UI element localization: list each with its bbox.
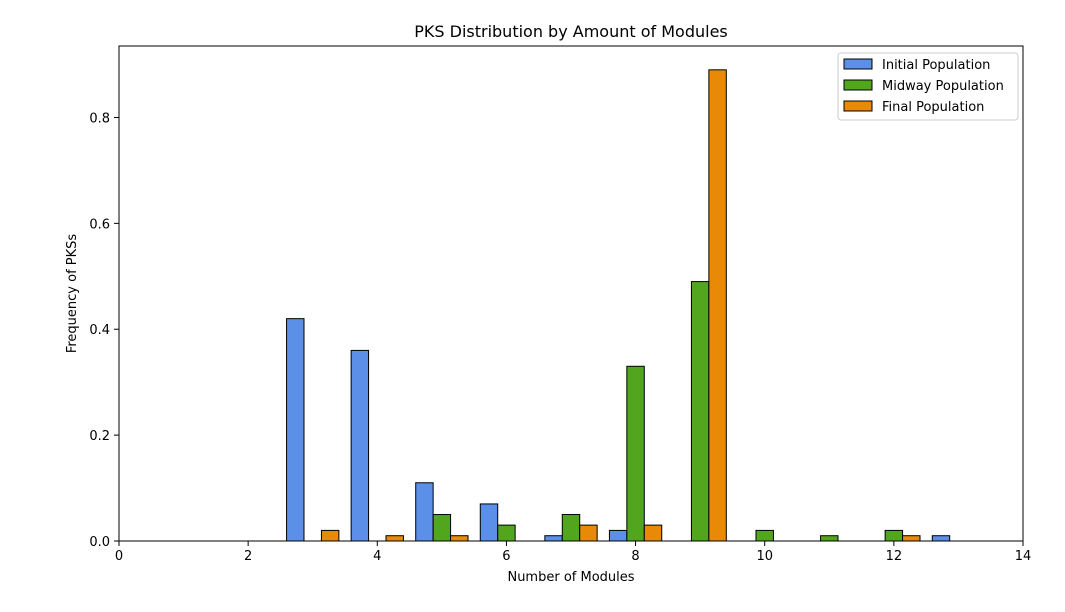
legend-label: Final Population bbox=[882, 100, 984, 115]
bars-group bbox=[286, 69, 951, 542]
bar bbox=[902, 535, 921, 542]
bar bbox=[479, 503, 499, 542]
bar bbox=[286, 318, 305, 542]
legend-box bbox=[837, 52, 1019, 121]
bar bbox=[320, 529, 340, 542]
x-axis-label: Number of Modules bbox=[507, 570, 634, 585]
x-tick-label: 6 bbox=[502, 549, 510, 564]
chart-title: PKS Distribution by Amount of Modules bbox=[414, 22, 728, 41]
legend-label: Midway Population bbox=[882, 79, 1004, 94]
x-tick-label: 8 bbox=[631, 549, 639, 564]
bar bbox=[350, 349, 370, 542]
x-tick-label: 10 bbox=[756, 549, 773, 564]
legend-swatch bbox=[843, 79, 873, 91]
x-tick-label: 0 bbox=[115, 549, 123, 564]
x-tick-label: 4 bbox=[373, 549, 381, 564]
legend-label: Initial Population bbox=[882, 58, 990, 73]
bar bbox=[450, 535, 469, 542]
y-axis-ticks: 0.0 0.2 0.4 0.6 0.8 bbox=[89, 111, 119, 550]
y-axis-label: Frequency of PKSs bbox=[65, 234, 80, 354]
bar bbox=[755, 529, 774, 542]
y-tick-label: 0.0 bbox=[89, 535, 110, 550]
y-tick-label: 0.6 bbox=[89, 217, 110, 232]
x-tick-label: 14 bbox=[1015, 549, 1032, 564]
x-tick-label: 12 bbox=[886, 549, 903, 564]
bar bbox=[931, 535, 951, 542]
legend: Initial Population Midway Population Final… bbox=[837, 52, 1019, 121]
bar bbox=[579, 524, 598, 542]
x-tick-label: 2 bbox=[244, 549, 252, 564]
bar bbox=[561, 514, 581, 542]
bar bbox=[708, 69, 727, 542]
x-axis-ticks: 0 2 4 6 8 10 12 14 bbox=[115, 541, 1031, 564]
legend-swatch bbox=[843, 100, 873, 112]
bar bbox=[385, 535, 404, 542]
bar bbox=[497, 524, 516, 542]
bar bbox=[626, 365, 645, 542]
plot-area-frame bbox=[118, 45, 1024, 542]
y-tick-label: 0.8 bbox=[89, 111, 110, 126]
bar bbox=[643, 524, 663, 542]
bar bbox=[544, 535, 563, 542]
bar bbox=[690, 281, 710, 542]
bar bbox=[415, 482, 434, 542]
bar bbox=[884, 529, 904, 542]
legend-swatch bbox=[843, 58, 873, 70]
y-tick-label: 0.2 bbox=[89, 429, 110, 444]
bar bbox=[432, 514, 452, 542]
bar bbox=[608, 529, 628, 542]
y-tick-label: 0.4 bbox=[89, 323, 110, 338]
bar bbox=[820, 535, 839, 542]
